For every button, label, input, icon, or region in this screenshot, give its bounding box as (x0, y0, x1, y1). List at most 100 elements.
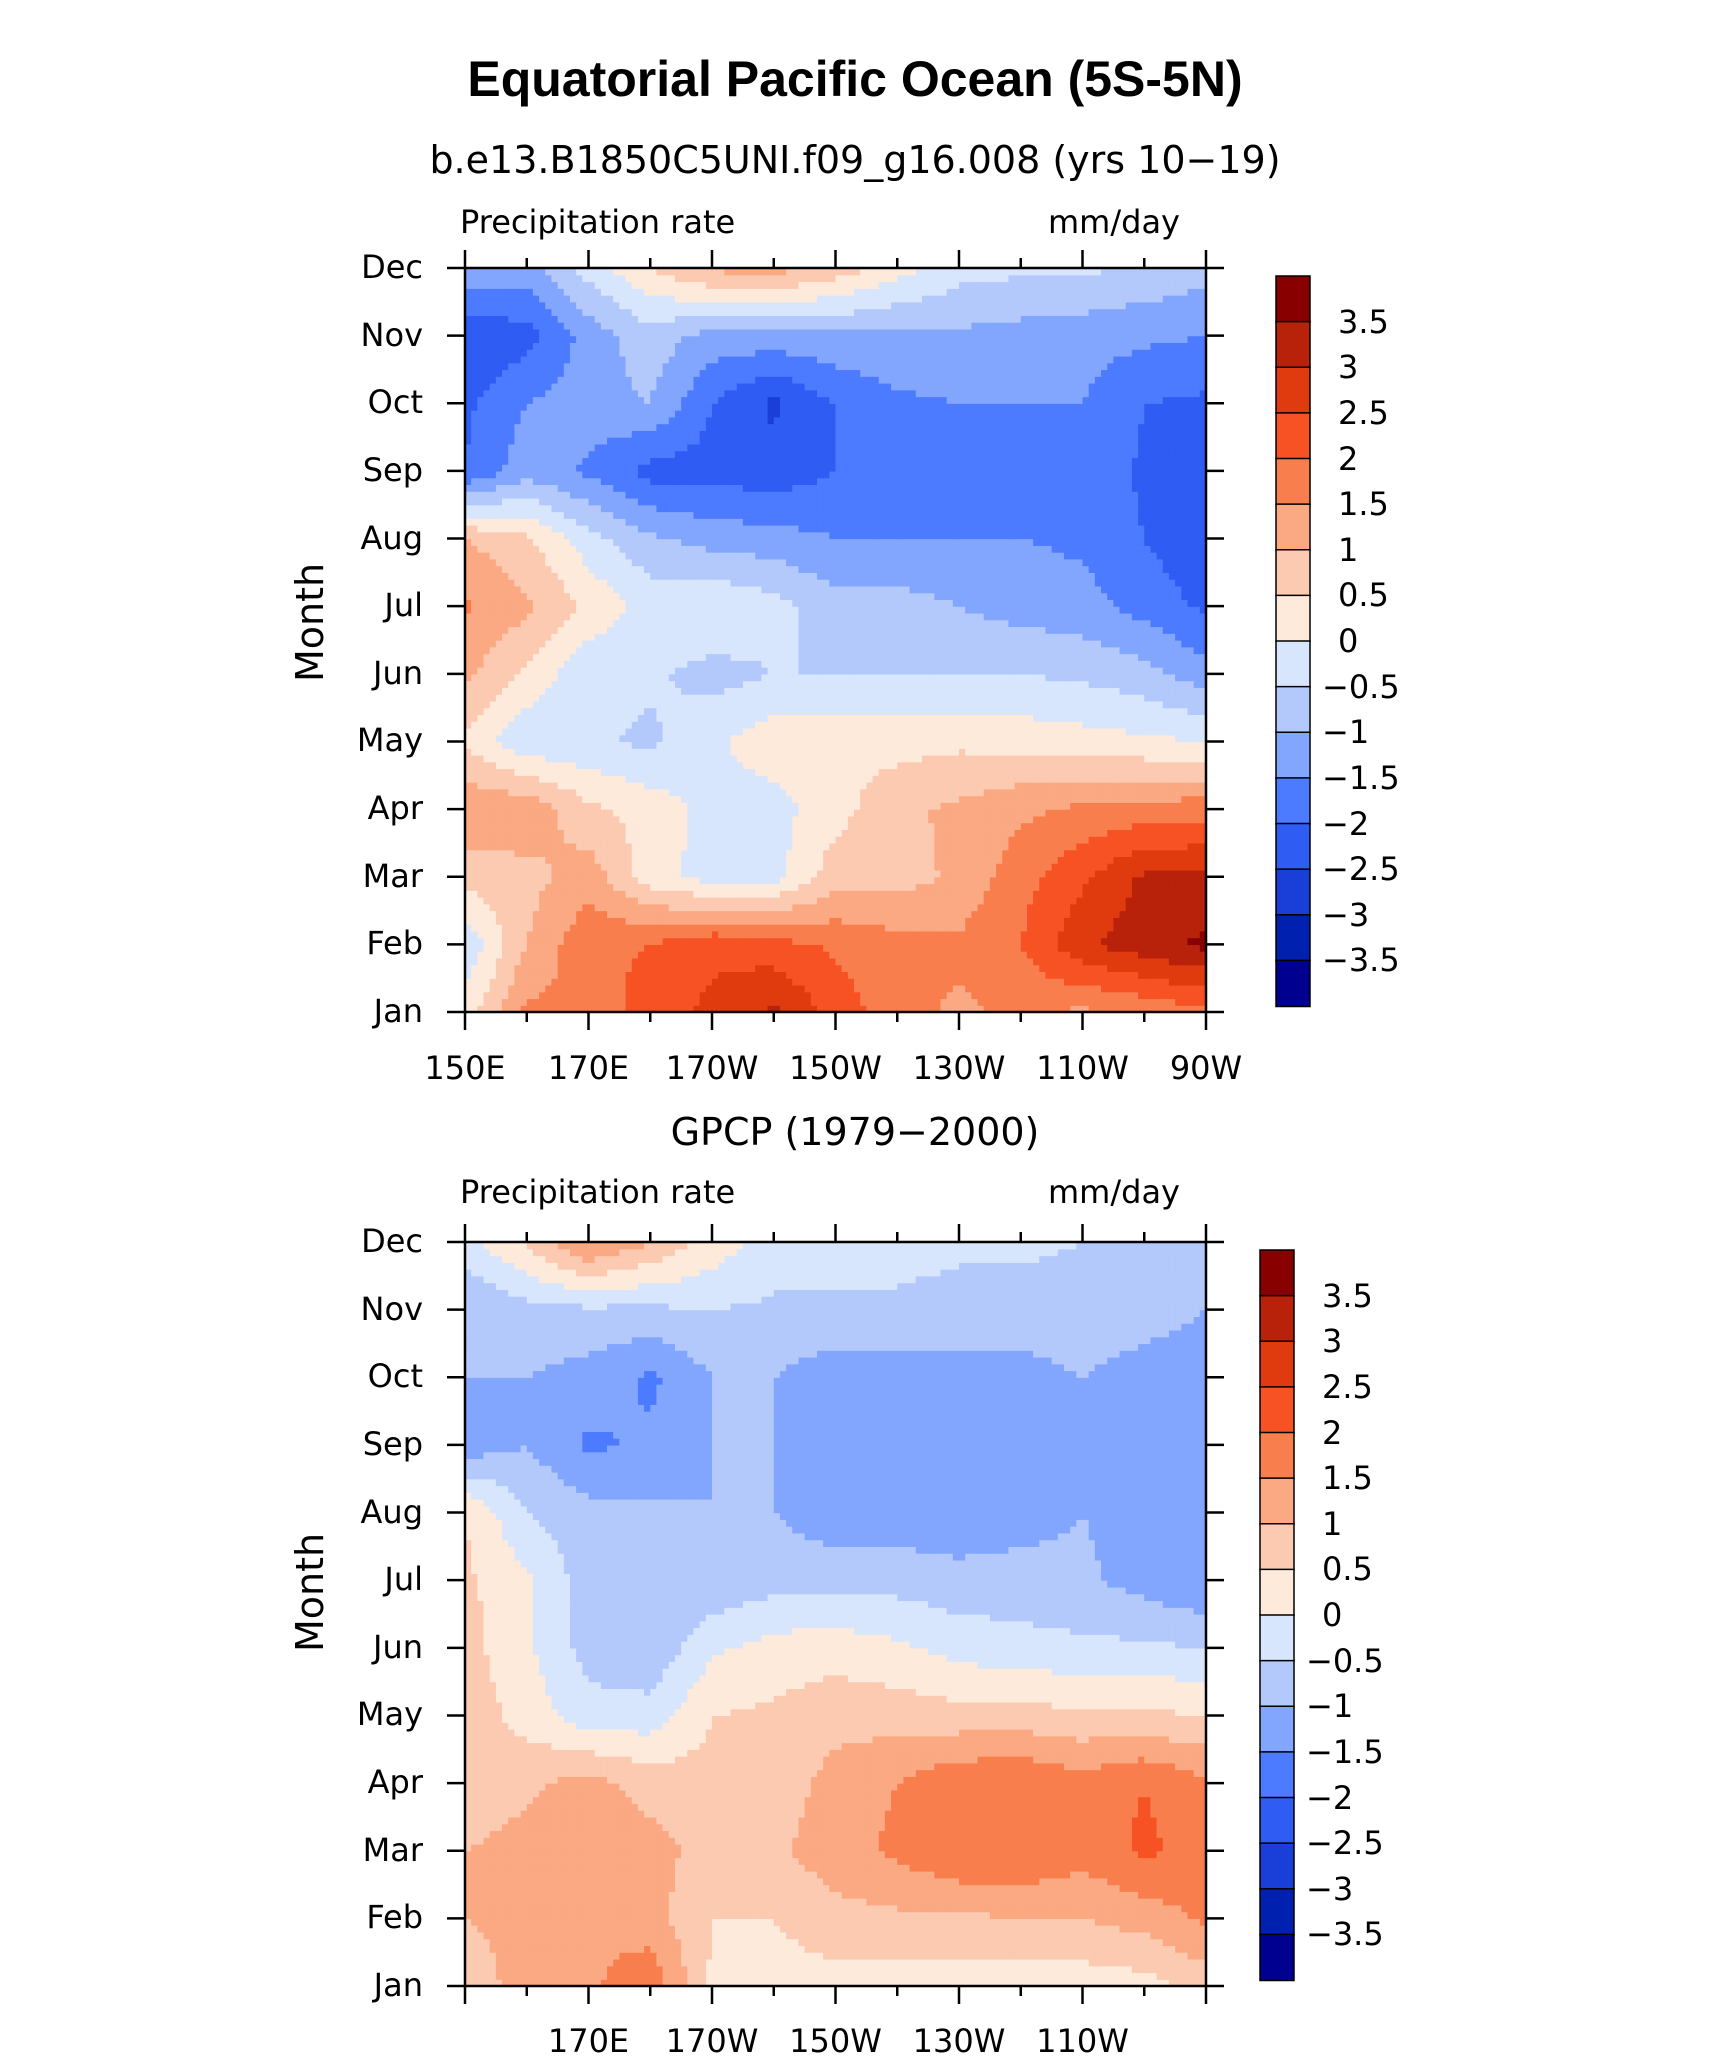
heatmap-cell (773, 924, 781, 932)
heatmap-cell (1187, 883, 1195, 891)
heatmap-cell (1199, 741, 1206, 749)
heatmap-cell (687, 795, 695, 803)
heatmap-cell (1101, 734, 1108, 743)
heatmap-cell (1002, 991, 1009, 1000)
heatmap-cell (1162, 849, 1170, 858)
heatmap-cell (952, 930, 960, 939)
heatmap-cell (600, 991, 608, 1000)
heatmap-cell (798, 978, 806, 986)
heatmap-cell (742, 903, 750, 912)
heatmap-cell (878, 775, 886, 783)
heatmap-cell (539, 930, 546, 939)
heatmap-cell (699, 734, 707, 743)
heatmap-cell (681, 957, 688, 966)
heatmap-cell (539, 802, 546, 810)
heatmap-cell (532, 802, 540, 810)
heatmap-cell (742, 1005, 750, 1012)
heatmap-cell (569, 930, 577, 939)
heatmap-cell (1131, 957, 1139, 966)
heatmap-cell (804, 978, 812, 986)
heatmap-cell (1082, 1005, 1090, 1012)
heatmap-cell (736, 836, 744, 844)
heatmap-cell (1113, 741, 1121, 749)
heatmap-cell (705, 876, 713, 885)
heatmap-cell (971, 802, 979, 810)
heatmap-cell (996, 964, 1003, 973)
heatmap-cell (576, 788, 583, 797)
heatmap-cell (1187, 809, 1195, 817)
heatmap-cell (897, 768, 905, 776)
heatmap-cell (884, 856, 892, 864)
heatmap-cell (767, 917, 775, 925)
heatmap-cell (835, 829, 843, 837)
heatmap-cell (637, 917, 645, 925)
heatmap-cell (854, 937, 861, 945)
heatmap-cell (804, 795, 812, 803)
heatmap-cell (1181, 849, 1189, 858)
heatmap-cell (656, 741, 664, 749)
heatmap-cell (1107, 903, 1114, 912)
heatmap-cell (569, 768, 577, 776)
heatmap-cell (1125, 863, 1133, 871)
heatmap-cell (983, 849, 991, 858)
heatmap-cell (471, 863, 478, 871)
heatmap-cell (545, 964, 553, 973)
heatmap-cell (736, 951, 744, 959)
heatmap-cell (681, 910, 688, 918)
heatmap-cell (600, 917, 608, 925)
heatmap-cell (1181, 809, 1189, 817)
heatmap-cell (1026, 897, 1034, 905)
heatmap-cell (545, 998, 553, 1006)
heatmap-cell (582, 998, 590, 1006)
heatmap-cell (1144, 802, 1152, 810)
heatmap-cell (681, 984, 688, 993)
heatmap-cell (508, 910, 515, 918)
heatmap-cell (1193, 863, 1201, 871)
heatmap-cell (1002, 761, 1009, 770)
heatmap-cell (619, 836, 627, 844)
heatmap-cell (693, 741, 701, 749)
heatmap-cell (631, 849, 639, 858)
heatmap-cell (804, 964, 812, 973)
heatmap-cell (1138, 883, 1145, 891)
heatmap-cell (662, 924, 670, 932)
heatmap-cell (1193, 761, 1201, 770)
heatmap-cell (878, 1005, 886, 1012)
heatmap-cell (928, 971, 935, 979)
heatmap-cell (1057, 856, 1065, 864)
heatmap-cell (1070, 991, 1077, 1000)
heatmap-cell (1039, 782, 1047, 790)
heatmap-cell (965, 876, 972, 885)
heatmap-cell (1101, 829, 1108, 837)
heatmap-cell (1125, 964, 1133, 973)
heatmap-cell (471, 876, 478, 885)
heatmap-cell (619, 944, 627, 952)
heatmap-cell (1008, 782, 1016, 790)
heatmap-cell (847, 748, 855, 756)
heatmap-cell (897, 734, 905, 743)
heatmap-cell (1187, 917, 1195, 925)
heatmap-cell (1125, 748, 1133, 756)
heatmap-cell (619, 734, 627, 743)
heatmap-cell (767, 795, 775, 803)
heatmap-cell (699, 802, 707, 810)
heatmap-cell (1039, 856, 1047, 864)
heatmap-cell (983, 822, 991, 830)
heatmap-cell (1008, 815, 1016, 824)
heatmap-cell (934, 741, 942, 749)
heatmap-cell (804, 856, 812, 864)
heatmap-cell (884, 761, 892, 770)
heatmap-cell (1199, 788, 1206, 797)
heatmap-cell (816, 978, 824, 986)
heatmap-cell (637, 822, 645, 830)
heatmap-cell (1094, 754, 1102, 763)
heatmap-cell (792, 849, 800, 858)
heatmap-cell (903, 795, 911, 803)
heatmap-cell (903, 937, 911, 945)
heatmap-cell (903, 741, 911, 749)
heatmap-cell (668, 822, 676, 830)
heatmap-cell (946, 802, 954, 810)
heatmap-cell (650, 910, 658, 918)
heatmap-cell (798, 809, 806, 817)
heatmap-cell (1002, 815, 1009, 824)
